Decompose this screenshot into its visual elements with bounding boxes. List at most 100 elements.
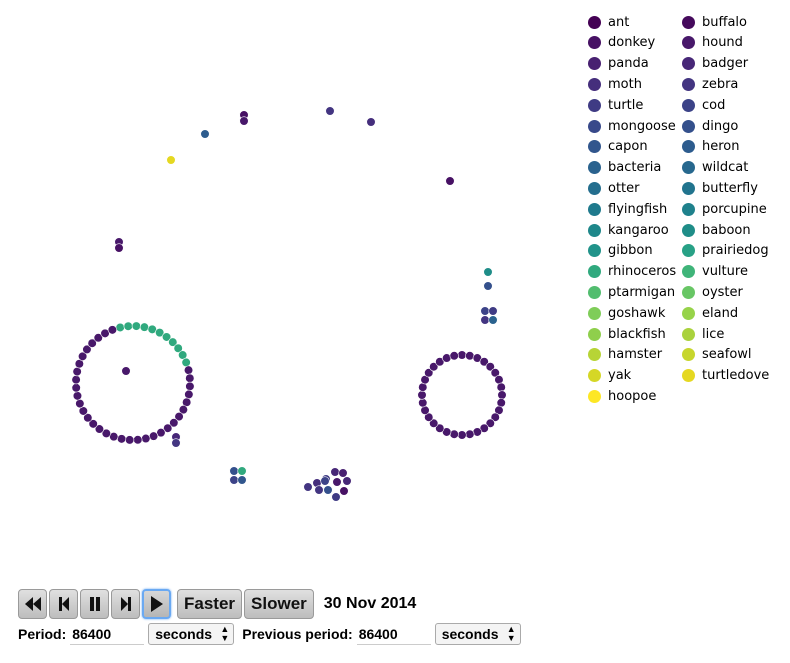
ring-point — [178, 350, 188, 360]
ring-point — [485, 418, 495, 428]
step-forward-button[interactable] — [111, 589, 140, 619]
legend-item: otter — [588, 178, 640, 198]
data-point — [483, 267, 493, 277]
legend-item: bacteria — [588, 158, 661, 178]
ring-point — [418, 398, 428, 408]
data-point — [488, 306, 498, 316]
legend-item: zebra — [682, 74, 738, 94]
legend-label: donkey — [608, 35, 656, 51]
legend-swatch — [588, 244, 601, 258]
previous-period-label: Previous period: — [242, 626, 353, 642]
pause-icon — [89, 597, 100, 611]
legend-item: seafowl — [682, 345, 752, 365]
ring-point — [435, 423, 445, 433]
period-unit-value: seconds — [155, 626, 213, 642]
pause-button[interactable] — [80, 589, 109, 619]
ring-point — [71, 375, 81, 385]
scatter-plot — [71, 106, 507, 502]
ring-point — [133, 435, 143, 445]
legend-item: ptarmigan — [588, 282, 675, 302]
legend-swatch — [682, 57, 695, 71]
ring-point — [87, 338, 97, 348]
legend-item: blackfish — [588, 324, 666, 344]
legend-label: turtle — [608, 97, 644, 113]
data-point — [200, 129, 210, 139]
legend-item: kangaroo — [588, 220, 669, 240]
legend-swatch — [682, 265, 695, 279]
legend-item: badger — [682, 54, 748, 74]
ring-point — [465, 429, 475, 439]
ring-point — [116, 434, 127, 444]
data-point — [303, 482, 313, 492]
play-button[interactable] — [142, 589, 171, 619]
legend-label: lice — [702, 326, 725, 342]
legend-swatch — [682, 36, 695, 50]
previous-period-unit-select[interactable]: seconds ▲ ▼ — [434, 623, 521, 645]
ring-point — [163, 423, 173, 433]
data-point — [488, 315, 498, 325]
ring-point — [131, 321, 141, 331]
legend-label: ptarmigan — [608, 284, 676, 300]
legend-item: hound — [682, 33, 743, 53]
legend-label: hamster — [608, 347, 663, 363]
ring-point — [479, 357, 489, 367]
data-point — [121, 366, 131, 376]
legend-swatch — [682, 98, 695, 112]
rewind-icon — [24, 597, 41, 611]
legend-label: moth — [608, 76, 642, 92]
legend-label: otter — [608, 180, 640, 196]
data-point — [229, 466, 239, 476]
ring-point — [485, 362, 495, 372]
data-point — [483, 281, 493, 291]
data-point — [166, 155, 176, 165]
legend-label: porcupine — [702, 201, 767, 217]
legend-label: flyingfish — [608, 201, 668, 217]
ring-point — [100, 328, 110, 338]
legend-label: kangaroo — [608, 222, 669, 238]
data-point — [171, 438, 181, 448]
legend-swatch — [588, 140, 601, 154]
ring-point — [424, 368, 434, 378]
ring-point — [174, 411, 184, 422]
legend-swatch — [588, 15, 601, 29]
ring-point — [181, 357, 191, 368]
period-unit-select[interactable]: seconds ▲ ▼ — [148, 623, 235, 645]
legend-item: butterfly — [682, 178, 758, 198]
play-icon — [150, 596, 163, 612]
data-point — [237, 466, 247, 476]
ring-point — [78, 406, 88, 416]
legend-swatch — [588, 348, 601, 362]
data-point — [445, 176, 455, 186]
ring-point — [94, 424, 105, 434]
legend-item: heron — [682, 137, 740, 157]
data-point — [366, 117, 376, 127]
legend-item: cod — [682, 95, 725, 115]
faster-button[interactable]: Faster — [177, 589, 243, 619]
legend-swatch — [588, 285, 601, 299]
legend-label: capon — [608, 139, 648, 155]
ring-point — [88, 419, 98, 429]
step-back-button[interactable] — [49, 589, 78, 619]
period-input[interactable] — [70, 623, 145, 645]
legend-item: rhinoceros — [588, 262, 676, 282]
ring-point — [429, 362, 439, 372]
legend-swatch — [588, 181, 601, 195]
rewind-button[interactable] — [18, 589, 47, 619]
legend-label: eland — [702, 305, 739, 321]
previous-period-unit-value: seconds — [441, 626, 499, 642]
ring-point — [497, 390, 507, 400]
ring-point — [107, 325, 118, 335]
legend-label: buffalo — [702, 14, 747, 30]
legend-label: dingo — [702, 118, 739, 134]
playback-controls: Faster Slower 30 Nov 2014 — [18, 588, 416, 620]
ring-point — [93, 333, 103, 343]
legend-item: donkey — [588, 33, 655, 53]
previous-period-input[interactable] — [356, 623, 431, 645]
legend-swatch — [682, 327, 695, 341]
ring-point — [417, 390, 427, 400]
legend-label: prairiedog — [702, 243, 769, 259]
legend-label: seafowl — [702, 347, 752, 363]
slower-button[interactable]: Slower — [244, 589, 314, 619]
ring-point — [168, 337, 178, 347]
legend-item: panda — [588, 54, 649, 74]
